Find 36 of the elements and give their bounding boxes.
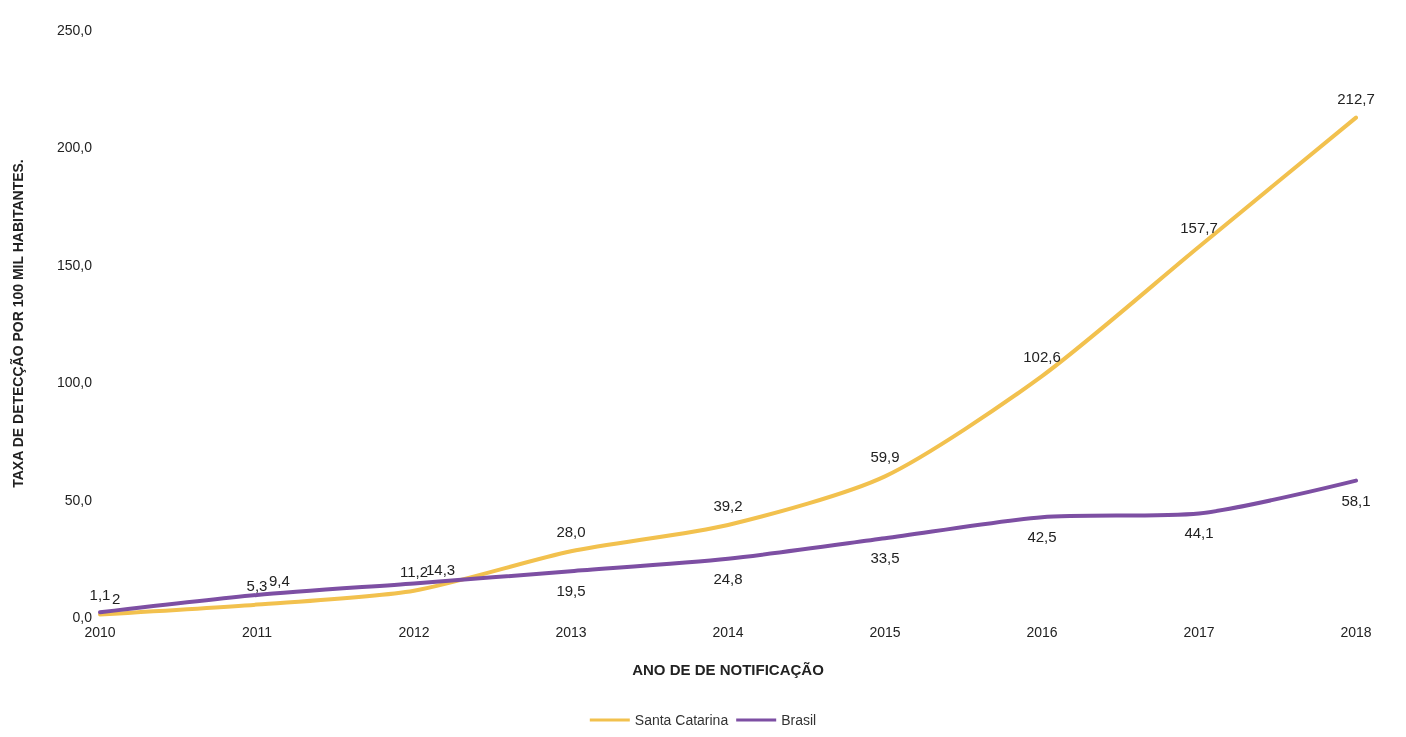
data-label: 33,5 [870,549,900,567]
y-tick-label: 250,0 [56,22,93,38]
y-tick-label: 50,0 [64,491,93,508]
x-tick-label: 2010 [84,624,116,640]
data-label: 1,1 [89,586,111,604]
data-label: 157,7 [1180,218,1218,236]
data-label: 9,4 [269,572,290,590]
data-label: 19,5 [556,582,586,600]
data-label: 44,1 [1184,524,1214,542]
data-label: 59,9 [870,448,900,466]
data-label: 58,1 [1341,491,1371,509]
data-label: 5,3 [246,576,268,594]
x-tick-label: 2011 [241,624,273,640]
x-tick-label: 2016 [1026,624,1058,640]
x-tick-label: 2013 [555,624,587,640]
y-tick-label: 150,0 [56,256,93,273]
x-tick-label: 2014 [712,624,744,640]
x-tick-label: 2018 [1340,624,1372,640]
y-tick-label: 100,0 [56,374,93,391]
x-tick-label: 2017 [1183,624,1215,640]
data-label: 24,8 [713,569,743,587]
data-label: 2 [112,589,121,607]
data-label: 39,2 [713,496,743,514]
data-label: 42,5 [1027,528,1057,546]
data-label: 28,0 [556,523,586,541]
data-label: 102,6 [1023,348,1061,366]
legend-label: Santa Catarina [634,712,729,728]
y-tick-label: 200,0 [56,139,93,156]
data-label: 14,3 [426,560,456,578]
data-label: 212,7 [1337,89,1375,107]
x-tick-label: 2015 [869,624,901,640]
y-axis-title: TAXA DE DETECÇÃO POR 100 MIL HABITANTES. [9,159,26,488]
legend-label: Brasil [781,712,817,728]
y-tick-label: 0,0 [72,609,93,625]
x-axis-title: ANO DE DE NOTIFICAÇÃO [632,661,825,678]
x-tick-label: 2012 [398,624,430,640]
